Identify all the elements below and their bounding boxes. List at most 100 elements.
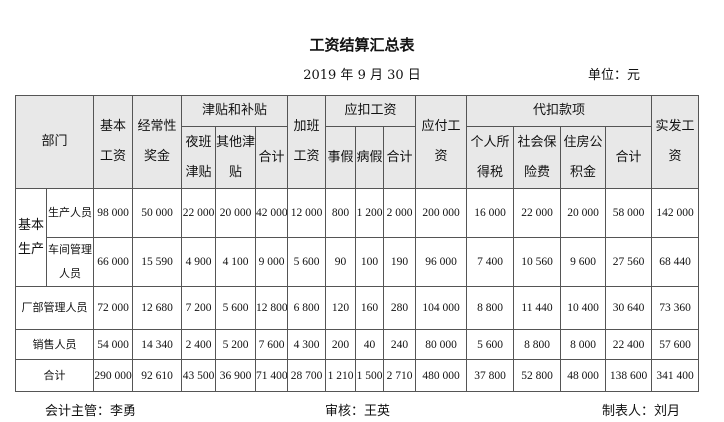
cell-value: 27 560 [605,237,653,287]
page-title: 工资结算汇总表 [309,36,415,54]
cell-value: 90 [325,237,357,287]
footer-supervisor: 会计主管：李勇 [45,404,137,419]
cell-value: 52 800 [513,359,562,392]
cell-value: 160 [355,286,385,330]
cell-value: 8 000 [560,329,607,360]
header-sick-leave: 病假 [355,126,385,189]
cell-value: 40 [355,329,385,360]
table-row: 合计 290 000 92 610 43 500 36 900 71 400 28 700 1… [14,359,700,392]
cell-value: 98 000 [93,188,134,238]
cell-value: 28 700 [287,359,327,392]
header-deduct-total: 合计 [383,126,417,189]
cell-value: 9 000 [255,237,289,287]
cell-value: 54 000 [93,329,134,360]
cell-value: 290 000 [93,359,134,392]
table-row: 厂部管理人员 72 000 12 680 7 200 5 600 12 800 6 800 1… [14,286,700,330]
group-basic-production: 基本生产 [15,188,47,287]
row-dept: 车间管理人员 [45,237,95,287]
header-withhold: 代扣款项 [466,95,653,127]
cell-value: 200 000 [415,188,468,238]
cell-value: 142 000 [651,188,700,238]
header-withhold-total: 合计 [605,126,653,189]
cell-value: 5 600 [215,286,257,330]
cell-value: 22 400 [605,329,653,360]
cell-value: 57 600 [651,329,700,360]
cell-value: 22 000 [513,188,562,238]
header-social: 社会保险费 [513,126,562,189]
cell-value: 7 600 [255,329,289,360]
cell-value: 6 800 [287,286,327,330]
header-allowance: 津贴和补贴 [181,95,289,127]
cell-value: 190 [383,237,417,287]
header-personal-leave: 事假 [325,126,357,189]
cell-value: 8 800 [466,286,515,330]
cell-value: 68 440 [651,237,700,287]
cell-value: 480 000 [415,359,468,392]
cell-value: 341 400 [651,359,700,392]
header-payable: 应付工资 [415,95,468,189]
cell-value: 7 200 [181,286,217,330]
header-allow-total: 合计 [255,126,289,189]
cell-value: 240 [383,329,417,360]
cell-value: 104 000 [415,286,468,330]
cell-value: 80 000 [415,329,468,360]
cell-value: 4 300 [287,329,327,360]
cell-value: 48 000 [560,359,607,392]
cell-value: 100 [355,237,385,287]
row-dept: 合计 [14,359,95,392]
cell-value: 5 600 [287,237,327,287]
cell-value: 12 000 [287,188,327,238]
cell-value: 71 400 [255,359,289,392]
cell-value: 2 710 [383,359,417,392]
header-night: 夜班津贴 [181,126,217,189]
table-row: 车间管理人员 66 000 15 590 4 900 4 100 9 000 5 600 90… [16,237,700,287]
table-row: 基本生产 生产人员 98 000 50 000 22 000 20 000 42 000 12… [15,188,700,287]
header-net: 实发工资 [651,95,700,189]
footer-reviewer: 审核：王英 [325,404,391,419]
unit-label: 单位：元 [588,68,641,83]
cell-value: 800 [325,188,357,238]
cell-value: 138 600 [605,359,653,392]
header-bonus: 经常性奖金 [132,95,183,189]
cell-value: 20 000 [215,188,257,238]
report-date: 2019 年 9 月 30 日 [303,68,421,83]
table-row: 销售人员 54 000 14 340 2 400 5 200 7 600 4 300 200 4… [14,329,700,360]
header-tax: 个人所得税 [466,126,515,189]
cell-value: 37 800 [466,359,515,392]
cell-value: 12 680 [132,286,183,330]
cell-value: 200 [325,329,357,360]
cell-value: 4 900 [181,237,217,287]
header-dept: 部门 [14,95,95,189]
row-dept: 厂部管理人员 [14,286,95,330]
cell-value: 15 590 [132,237,183,287]
cell-value: 1 210 [325,359,357,392]
cell-value: 2 400 [181,329,217,360]
cell-value: 36 900 [215,359,257,392]
row-dept: 销售人员 [14,329,95,360]
cell-value: 11 440 [513,286,562,330]
header-deduct: 应扣工资 [325,95,417,127]
cell-value: 7 400 [466,237,515,287]
cell-value: 72 000 [93,286,134,330]
cell-value: 43 500 [181,359,217,392]
cell-value: 5 600 [466,329,515,360]
header-other: 其他津贴 [215,126,257,189]
cell-value: 58 000 [605,188,653,238]
cell-value: 16 000 [466,188,515,238]
cell-value: 10 400 [560,286,607,330]
cell-value: 20 000 [560,188,607,238]
header-overtime: 加班工资 [287,95,327,189]
cell-value: 5 200 [215,329,257,360]
cell-value: 73 360 [651,286,700,330]
cell-value: 8 800 [513,329,562,360]
cell-value: 9 600 [560,237,607,287]
cell-value: 22 000 [181,188,217,238]
cell-value: 10 560 [513,237,562,287]
footer-preparer: 制表人：刘月 [602,404,681,419]
cell-value: 30 640 [605,286,653,330]
cell-value: 50 000 [132,188,183,238]
cell-value: 96 000 [415,237,468,287]
cell-value: 2 000 [383,188,417,238]
cell-value: 120 [325,286,357,330]
header-housing: 住房公积金 [560,126,607,189]
